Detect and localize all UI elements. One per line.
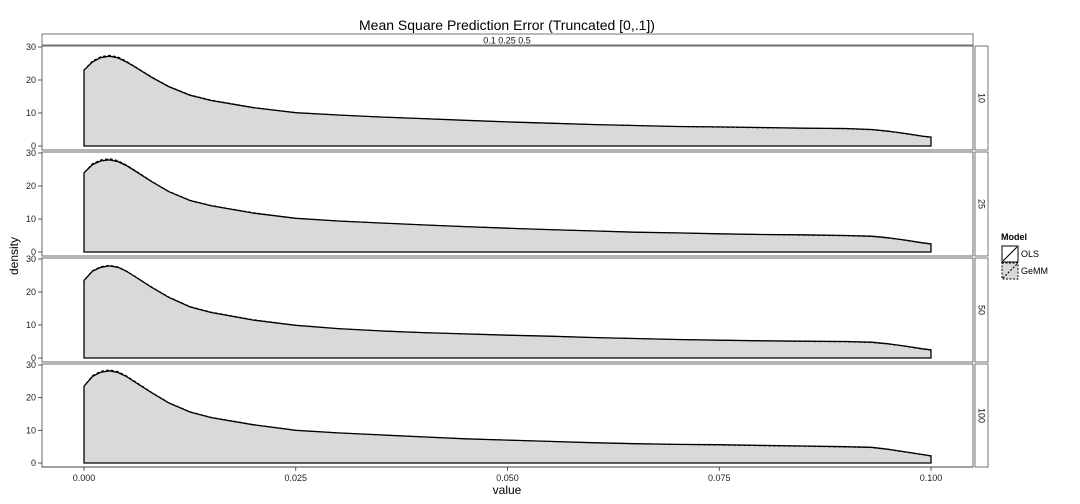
legend-key-gemm: GeMM [1001, 262, 1048, 280]
row-strip-label: 10 [977, 93, 987, 103]
y-axis-title: density [7, 237, 21, 275]
y-tick-label: 20 [26, 181, 36, 191]
legend-label-ols: OLS [1021, 249, 1039, 259]
density-line-gemm [83, 158, 932, 253]
density-area-gemm [84, 158, 931, 252]
x-tick-label: 0.100 [920, 473, 943, 483]
row-strip-label: 100 [977, 408, 987, 423]
y-tick-label: 20 [26, 287, 36, 297]
density-line-gemm [83, 369, 932, 464]
facet-panel-100: 0 10 20 30 100 [26, 360, 989, 468]
column-strip-box [41, 33, 974, 46]
y-tick-label: 20 [26, 393, 36, 403]
y-tick-label: 10 [26, 425, 36, 435]
density-area-gemm [84, 369, 931, 463]
density-line-gemm [83, 264, 932, 359]
legend-swatch-line [1002, 246, 1018, 262]
y-tick-label: 30 [26, 148, 36, 158]
legend-title: Model [1001, 232, 1027, 242]
x-axis-title: value [493, 483, 522, 497]
row-strip-label: 25 [977, 199, 987, 209]
density-area-gemm [84, 55, 931, 146]
y-tick-label: 10 [26, 214, 36, 224]
y-tick-label: 30 [26, 360, 36, 370]
x-axis: 0.000 0.025 0.050 0.075 0.100 [42, 466, 973, 483]
legend-key-ols: OLS [1001, 245, 1039, 263]
column-strip-label: 0.1 0.25 0.5 [483, 36, 531, 46]
row-strip-box [974, 363, 989, 468]
row-strip-box [974, 45, 989, 151]
legend-label-gemm: GeMM [1021, 266, 1048, 276]
x-tick-label: 0.075 [708, 473, 731, 483]
legend: Model OLS GeMM [1001, 232, 1048, 280]
density-area-gemm [84, 265, 931, 358]
chart-title: Mean Square Prediction Error (Truncated … [359, 17, 655, 33]
y-tick-label: 0 [31, 458, 36, 468]
y-tick-label: 0 [31, 353, 36, 363]
y-tick-label: 0 [31, 141, 36, 151]
y-tick-label: 10 [26, 320, 36, 330]
row-strip-box [974, 151, 989, 257]
facet-panel-50: 0 10 20 30 50 [26, 254, 989, 363]
x-tick-label: 0.050 [496, 473, 519, 483]
x-tick-label: 0.025 [284, 473, 307, 483]
column-strip: 0.1 0.25 0.5 [41, 33, 974, 46]
y-tick-label: 0 [31, 247, 36, 257]
row-strip-box [974, 257, 989, 363]
row-strip-label: 50 [977, 305, 987, 315]
y-tick-label: 10 [26, 108, 36, 118]
facet-panel-10: 0 10 20 30 10 [26, 42, 989, 151]
density-line-gemm [83, 54, 932, 147]
y-tick-label: 30 [26, 254, 36, 264]
x-tick-label: 0.000 [73, 473, 96, 483]
facet-panel-25: 0 10 20 30 25 [26, 148, 989, 257]
y-tick-label: 30 [26, 42, 36, 52]
y-tick-label: 20 [26, 75, 36, 85]
